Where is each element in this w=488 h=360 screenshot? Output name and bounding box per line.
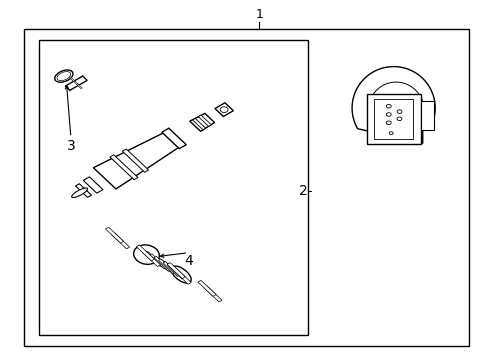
- Polygon shape: [110, 155, 138, 180]
- Text: 4: 4: [183, 254, 192, 268]
- Polygon shape: [105, 227, 123, 243]
- Ellipse shape: [396, 110, 401, 113]
- Ellipse shape: [386, 121, 390, 125]
- Polygon shape: [158, 259, 175, 274]
- Ellipse shape: [396, 117, 401, 121]
- Polygon shape: [138, 247, 189, 283]
- Polygon shape: [367, 82, 424, 119]
- Polygon shape: [75, 184, 91, 197]
- Ellipse shape: [388, 132, 392, 135]
- Polygon shape: [192, 118, 205, 130]
- Polygon shape: [167, 264, 184, 279]
- Ellipse shape: [72, 188, 87, 198]
- Ellipse shape: [386, 113, 390, 116]
- Polygon shape: [351, 67, 434, 143]
- Polygon shape: [122, 149, 148, 172]
- Polygon shape: [65, 76, 87, 90]
- Ellipse shape: [220, 107, 227, 113]
- Polygon shape: [203, 286, 222, 302]
- Text: 1: 1: [255, 8, 263, 21]
- Polygon shape: [142, 251, 160, 266]
- Ellipse shape: [55, 70, 73, 82]
- Polygon shape: [136, 245, 154, 261]
- Bar: [24, 29, 468, 346]
- Polygon shape: [189, 113, 214, 131]
- Polygon shape: [373, 99, 412, 139]
- Polygon shape: [149, 254, 166, 269]
- Polygon shape: [162, 128, 186, 149]
- Polygon shape: [214, 103, 233, 117]
- Polygon shape: [163, 262, 180, 276]
- Ellipse shape: [133, 245, 159, 264]
- Polygon shape: [366, 94, 420, 144]
- Polygon shape: [198, 280, 216, 296]
- FancyArrowPatch shape: [160, 253, 185, 257]
- Polygon shape: [198, 115, 211, 126]
- Ellipse shape: [171, 266, 191, 283]
- Ellipse shape: [57, 72, 71, 81]
- Text: 3: 3: [66, 139, 75, 153]
- Bar: [420, 101, 433, 130]
- Ellipse shape: [386, 104, 390, 108]
- FancyArrowPatch shape: [65, 86, 71, 135]
- Polygon shape: [76, 84, 82, 89]
- Polygon shape: [167, 263, 185, 279]
- Bar: [39, 40, 307, 335]
- Polygon shape: [173, 268, 191, 284]
- Polygon shape: [111, 233, 129, 249]
- Polygon shape: [83, 177, 103, 193]
- Polygon shape: [73, 80, 79, 85]
- Polygon shape: [145, 251, 162, 266]
- Polygon shape: [154, 256, 170, 271]
- Text: 2: 2: [299, 184, 307, 198]
- Polygon shape: [93, 131, 181, 189]
- Polygon shape: [69, 77, 75, 82]
